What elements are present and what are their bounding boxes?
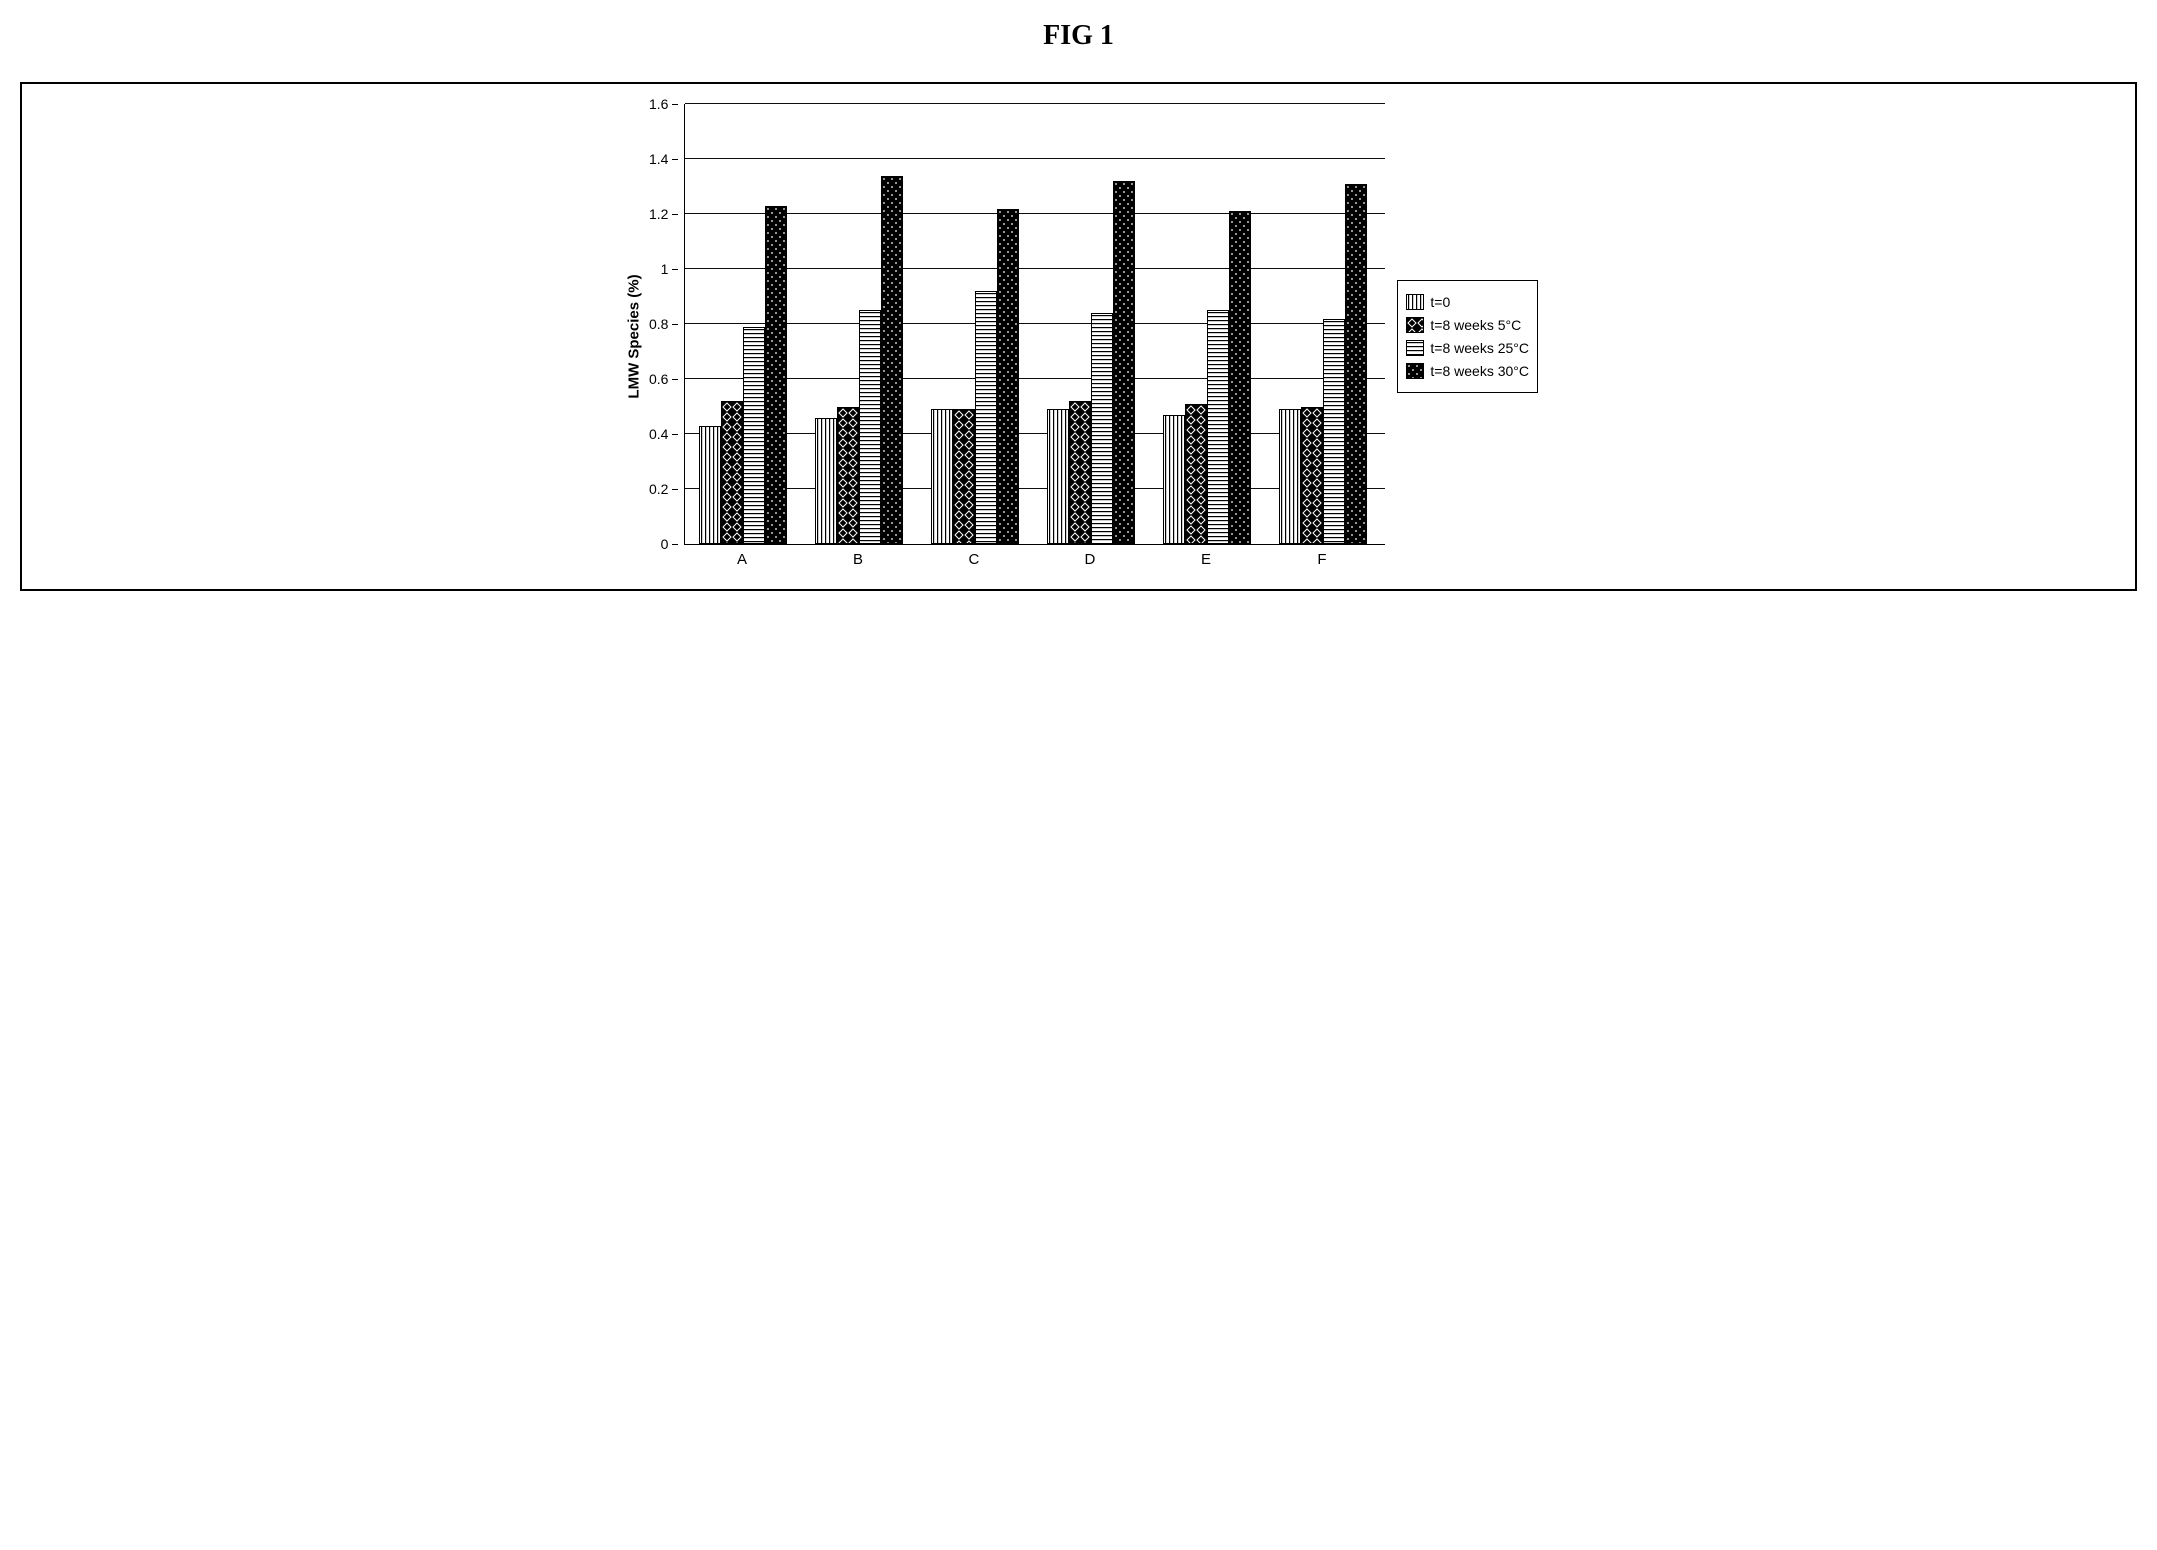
y-tick-mark	[672, 214, 678, 215]
bar	[815, 418, 837, 545]
chart-column: 1.61.41.210.80.60.40.20 A B C D E F	[649, 104, 1385, 569]
bar	[859, 310, 881, 544]
gridline	[685, 158, 1385, 159]
legend-item: t=8 weeks 25°C	[1406, 340, 1529, 356]
bar	[1185, 404, 1207, 544]
y-tick-mark	[672, 434, 678, 435]
bar	[931, 409, 953, 544]
axis-area: 1.61.41.210.80.60.40.20	[649, 104, 1385, 545]
legend-swatch	[1406, 363, 1424, 379]
bar	[1207, 310, 1229, 544]
legend-label: t=8 weeks 25°C	[1430, 340, 1529, 356]
bar	[721, 401, 743, 544]
y-tick-mark	[672, 104, 678, 105]
gridline	[685, 103, 1385, 104]
bar	[1323, 319, 1345, 545]
bar	[953, 409, 975, 544]
bar	[699, 426, 721, 544]
bar	[1069, 401, 1091, 544]
legend-label: t=8 weeks 5°C	[1430, 317, 1521, 333]
bar	[1345, 184, 1367, 544]
legend-item: t=0	[1406, 294, 1529, 310]
legend-label: t=0	[1430, 294, 1450, 310]
legend-item: t=8 weeks 5°C	[1406, 317, 1529, 333]
legend-item: t=8 weeks 30°C	[1406, 363, 1529, 379]
y-axis-label: LMW Species (%)	[625, 274, 642, 398]
y-axis: 1.61.41.210.80.60.40.20	[649, 104, 684, 544]
x-tick-label: B	[814, 545, 902, 568]
bar-group	[1279, 184, 1367, 544]
figure-title: FIG 1	[20, 20, 2137, 52]
bar	[1301, 407, 1323, 545]
bar	[881, 176, 903, 545]
x-axis-labels: A B C D E F	[649, 545, 1385, 569]
bar	[1229, 211, 1251, 544]
x-tick-label: D	[1046, 545, 1134, 568]
bar	[765, 206, 787, 544]
chart-main: LMW Species (%) 1.61.41.210.80.60.40.20 …	[619, 104, 1385, 569]
bar	[1163, 415, 1185, 544]
bar-group	[1047, 181, 1135, 544]
y-axis-label-container: LMW Species (%)	[619, 104, 649, 569]
x-tick-label: A	[698, 545, 786, 568]
x-tick-label: F	[1278, 545, 1366, 568]
x-tick-label: C	[930, 545, 1018, 568]
plot-area	[684, 104, 1385, 545]
legend-swatch	[1406, 340, 1424, 356]
legend-label: t=8 weeks 30°C	[1430, 363, 1529, 379]
chart-wrap: LMW Species (%) 1.61.41.210.80.60.40.20 …	[619, 104, 1538, 569]
x-tick-label: E	[1162, 545, 1250, 568]
y-tick-mark	[672, 159, 678, 160]
legend: t=0 t=8 weeks 5°C t=8 weeks 25°C t=8 weeks …	[1397, 280, 1538, 393]
bar	[1047, 409, 1069, 544]
x-label-wrap: A B C D E F	[684, 545, 1384, 569]
bar-group	[699, 206, 787, 544]
y-tick-mark	[672, 379, 678, 380]
bar	[997, 209, 1019, 545]
y-tick-mark	[672, 324, 678, 325]
bar-group	[1163, 211, 1251, 544]
y-tick-mark	[672, 489, 678, 490]
y-tick-mark	[672, 269, 678, 270]
bar	[837, 407, 859, 545]
bar-group	[931, 209, 1019, 545]
bar	[1279, 409, 1301, 544]
bar	[975, 291, 997, 544]
bar	[1091, 313, 1113, 544]
chart-outer-border: LMW Species (%) 1.61.41.210.80.60.40.20 …	[20, 82, 2137, 591]
bar-group	[815, 176, 903, 545]
bar	[743, 327, 765, 544]
legend-swatch	[1406, 317, 1424, 333]
xlabel-spacer	[649, 545, 684, 569]
legend-swatch	[1406, 294, 1424, 310]
bar	[1113, 181, 1135, 544]
